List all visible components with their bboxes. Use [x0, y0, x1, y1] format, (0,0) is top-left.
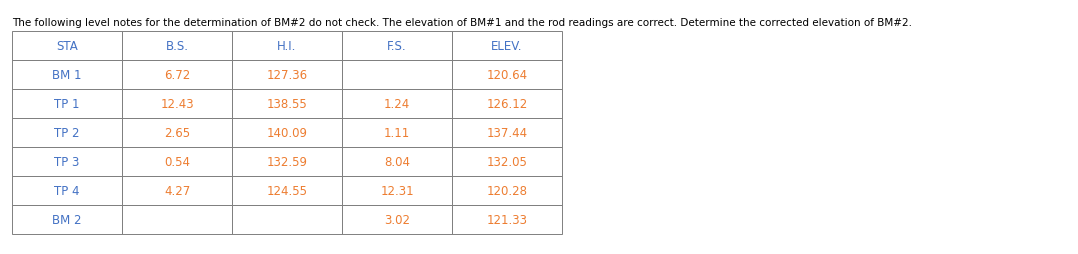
Text: TP 3: TP 3 [54, 155, 80, 168]
Text: 132.05: 132.05 [486, 155, 527, 168]
Text: 120.28: 120.28 [486, 184, 527, 197]
Text: 132.59: 132.59 [266, 155, 307, 168]
Text: 126.12: 126.12 [486, 98, 527, 110]
Text: 4.27: 4.27 [164, 184, 190, 197]
Bar [122, 119, 232, 147]
Text: 1.24: 1.24 [384, 98, 410, 110]
Bar [452, 176, 562, 205]
Bar [452, 32, 562, 61]
Text: 8.04: 8.04 [384, 155, 410, 168]
Text: TP 4: TP 4 [54, 184, 80, 197]
Bar [452, 205, 562, 234]
Text: 12.31: 12.31 [381, 184, 414, 197]
Text: 12.43: 12.43 [161, 98, 194, 110]
Bar [122, 205, 232, 234]
Bar [232, 205, 342, 234]
Text: BM 1: BM 1 [52, 69, 82, 82]
Text: F.S.: F.S. [387, 40, 406, 53]
Bar [342, 147, 452, 176]
Bar [122, 90, 232, 119]
Bar [452, 90, 562, 119]
Bar [232, 32, 342, 61]
Text: ELEV.: ELEV. [492, 40, 523, 53]
Bar [452, 147, 562, 176]
Text: 0.54: 0.54 [164, 155, 190, 168]
Bar [232, 119, 342, 147]
Bar [232, 61, 342, 90]
Bar [452, 61, 562, 90]
Text: 121.33: 121.33 [486, 213, 527, 226]
Text: TP 2: TP 2 [54, 126, 80, 139]
Bar [12, 205, 122, 234]
Bar [342, 61, 452, 90]
Bar [122, 61, 232, 90]
Text: 6.72: 6.72 [164, 69, 190, 82]
Bar [12, 147, 122, 176]
Bar [232, 147, 342, 176]
Bar [12, 176, 122, 205]
Bar [452, 119, 562, 147]
Bar [342, 119, 452, 147]
Text: 138.55: 138.55 [266, 98, 307, 110]
Bar [12, 32, 122, 61]
Text: STA: STA [56, 40, 78, 53]
Bar [122, 32, 232, 61]
Bar [232, 90, 342, 119]
Bar [122, 176, 232, 205]
Bar [342, 32, 452, 61]
Bar [12, 119, 122, 147]
Text: H.I.: H.I. [277, 40, 296, 53]
Bar [12, 90, 122, 119]
Text: 137.44: 137.44 [486, 126, 527, 139]
Text: 120.64: 120.64 [486, 69, 527, 82]
Bar [122, 147, 232, 176]
Text: 1.11: 1.11 [384, 126, 410, 139]
Bar [342, 205, 452, 234]
Text: 2.65: 2.65 [164, 126, 190, 139]
Bar [12, 61, 122, 90]
Text: 140.09: 140.09 [266, 126, 307, 139]
Text: The following level notes for the determination of BM#2 do not check. The elevat: The following level notes for the determ… [12, 18, 912, 28]
Text: 127.36: 127.36 [266, 69, 307, 82]
Text: 124.55: 124.55 [266, 184, 307, 197]
Text: TP 1: TP 1 [54, 98, 80, 110]
Bar [342, 176, 452, 205]
Text: BM 2: BM 2 [52, 213, 82, 226]
Text: 3.02: 3.02 [384, 213, 410, 226]
Bar [232, 176, 342, 205]
Text: B.S.: B.S. [166, 40, 189, 53]
Bar [342, 90, 452, 119]
